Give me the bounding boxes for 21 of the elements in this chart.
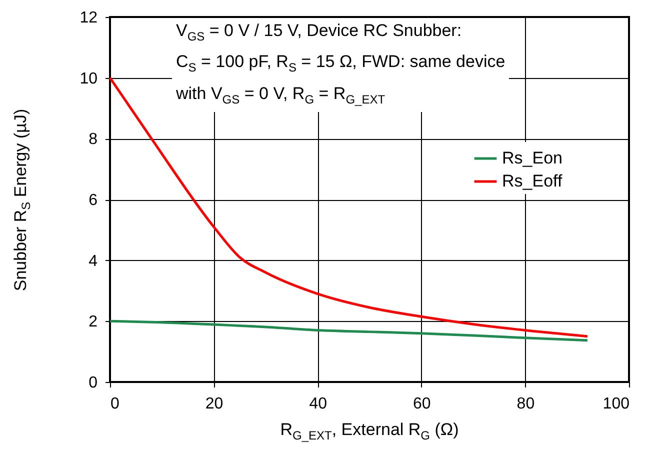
legend-label: Rs_Eoff bbox=[502, 172, 562, 190]
annotation: with V$_{GS}$ = 0 V, R$_{G}$ = R$_{G_EXT}$ bbox=[176, 84, 386, 106]
x-tick-label: 20 bbox=[205, 396, 224, 412]
x-axis-title: R$_{G_EXT}$, External R$_{G}$ (Ω) bbox=[279, 420, 460, 442]
y-tick-label: 0 bbox=[88, 374, 98, 392]
x-tick-label: 80 bbox=[516, 396, 535, 412]
legend-label: Rs_Eon bbox=[502, 148, 562, 168]
y-tick-label: 10 bbox=[80, 70, 98, 88]
y-tick-label: 12 bbox=[80, 10, 98, 26]
x-tick-label: 100 bbox=[602, 396, 630, 412]
line-series bbox=[108, 76, 589, 338]
annotation: V$_{GS}$ = 0 V / 15 V, Device RC Snubber: bbox=[176, 21, 462, 44]
line-series bbox=[108, 320, 589, 342]
y-tick-label: 6 bbox=[88, 192, 98, 209]
annotation: C$_{S}$ = 100 pF, R$_{S}$ = 15 Ω, FWD: same device bbox=[176, 52, 506, 75]
y-tick-label: 4 bbox=[88, 252, 98, 270]
x-tick-label: 40 bbox=[309, 396, 328, 412]
y-tick-label: 8 bbox=[88, 131, 98, 148]
x-tick-label: 0 bbox=[110, 396, 120, 412]
x-tick-label: 60 bbox=[413, 396, 431, 412]
y-tick-label: 2 bbox=[88, 314, 98, 331]
